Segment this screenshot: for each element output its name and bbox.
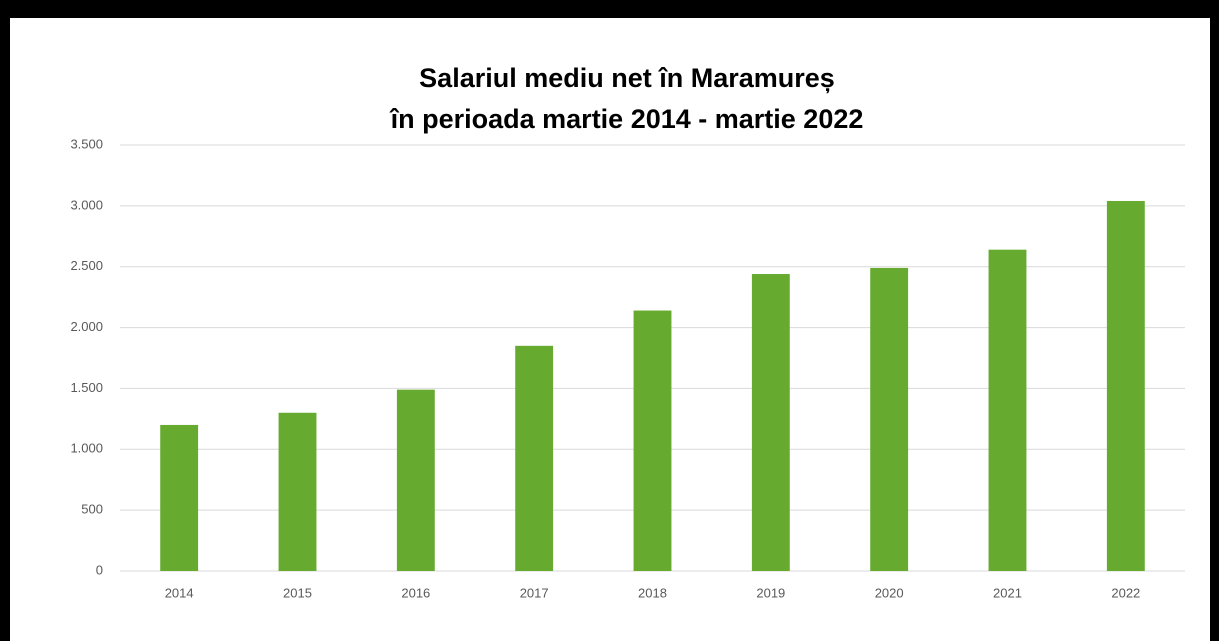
bar: [160, 424, 199, 571]
y-tick-label: 3.000: [70, 197, 103, 212]
bar: [515, 345, 554, 571]
y-tick-label: 2.500: [70, 258, 103, 273]
y-tick-label: 2.000: [70, 319, 103, 334]
bar: [278, 412, 317, 571]
x-tick-label: 2016: [401, 585, 430, 600]
bar: [751, 274, 790, 571]
y-tick-label: 500: [81, 502, 103, 517]
chart-title: în perioada martie 2014 - martie 2022: [389, 104, 864, 134]
bar: [1106, 200, 1145, 571]
x-tick-label: 2017: [520, 585, 549, 600]
x-tick-label: 2022: [1111, 585, 1140, 600]
x-tick-label: 2018: [638, 585, 667, 600]
x-tick-label: 2021: [993, 585, 1022, 600]
bar: [396, 389, 435, 571]
bar: [633, 310, 672, 571]
bar: [988, 249, 1027, 571]
chart-title: Salariul mediu net în Maramureș: [419, 63, 835, 93]
y-tick-label: 3.500: [70, 136, 103, 151]
y-tick-label: 1.000: [70, 441, 103, 456]
bar: [870, 267, 909, 571]
x-tick-label: 2014: [165, 585, 194, 600]
x-tick-label: 2020: [875, 585, 904, 600]
x-tick-label: 2019: [756, 585, 785, 600]
x-tick-label: 2015: [283, 585, 312, 600]
y-tick-label: 0: [96, 562, 103, 577]
y-tick-label: 1.500: [70, 380, 103, 395]
